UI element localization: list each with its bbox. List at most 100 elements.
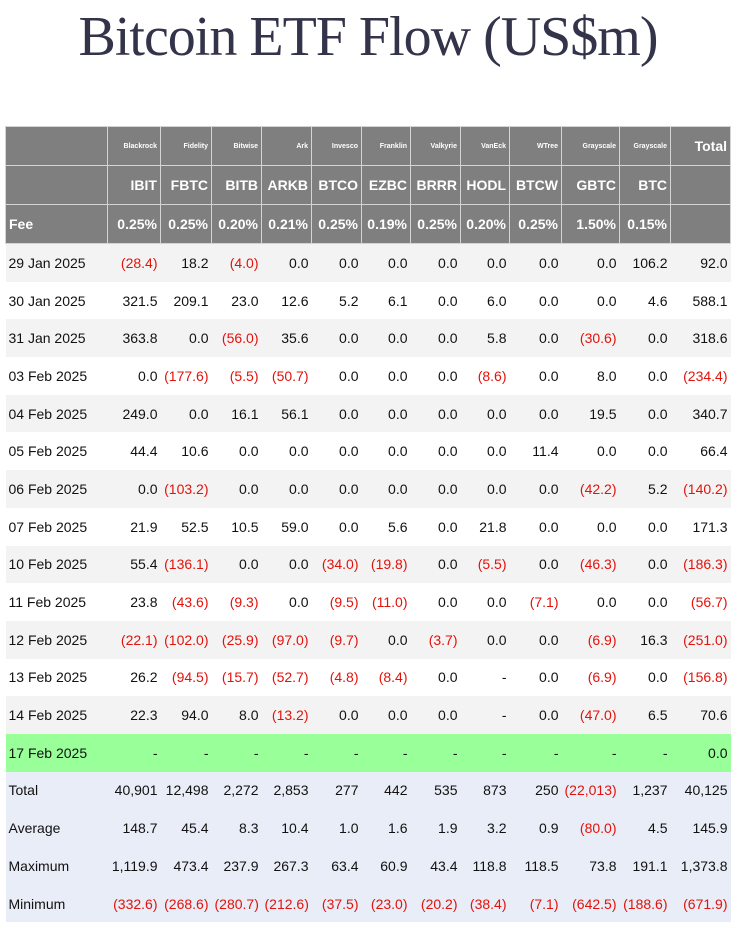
flow-cell: 0.0 <box>619 583 671 621</box>
provider-label: Blackrock <box>107 126 161 166</box>
flow-cell: (9.5) <box>311 583 362 621</box>
summary-cell: 60.9 <box>361 847 411 885</box>
flow-cell: 26.2 <box>107 658 161 697</box>
flow-cell: 16.1 <box>211 394 262 433</box>
flow-cell: 23.8 <box>107 583 161 621</box>
summary-cell: 1.9 <box>410 809 461 847</box>
flow-cell: (42.2) <box>561 470 620 508</box>
flow-cell: 0.0 <box>361 394 411 433</box>
flow-cell: 0.0 <box>410 696 461 734</box>
summary-cell: 43.4 <box>410 847 461 885</box>
flow-cell: 0.0 <box>410 357 461 395</box>
summary-label: Minimum <box>5 884 108 923</box>
table-row: 13 Feb 2025 26.2 (94.5) (15.7) (52.7) (4.8) (8… <box>5 658 731 697</box>
date-cell: 12 Feb 2025 <box>5 620 108 659</box>
provider-label: Valkyrie <box>410 126 461 166</box>
date-cell: 05 Feb 2025 <box>5 432 108 471</box>
summary-label: Maximum <box>5 847 108 885</box>
provider-label: VanEck <box>460 126 510 166</box>
provider-label: Invesco <box>311 126 362 166</box>
summary-cell: 45.4 <box>160 809 212 847</box>
flow-cell: 0.0 <box>460 243 510 282</box>
flow-cell: 8.0 <box>561 357 620 395</box>
table-row: 03 Feb 2025 0.0 (177.6) (5.5) (50.7) 0.0 0.0 0.… <box>5 357 731 395</box>
flow-cell: 56.1 <box>261 394 312 433</box>
summary-label: Average <box>5 809 108 847</box>
summary-row: Total 40,901 12,498 2,272 2,853 277 442 535 873 2… <box>5 771 731 810</box>
flow-cell: 0.0 <box>361 432 411 471</box>
flow-cell: (97.0) <box>261 620 312 659</box>
corner-cell <box>5 126 108 166</box>
summary-total-cell: 1,373.8 <box>670 847 731 885</box>
summary-cell: (7.1) <box>509 884 562 923</box>
flow-cell: - <box>561 733 620 772</box>
flow-cell: 0.0 <box>410 281 461 320</box>
provider-row: Blackrock Fidelity Bitwise Ark Invesco F… <box>5 126 731 166</box>
summary-cell: (280.7) <box>211 884 262 923</box>
fee-value: 0.25% <box>311 204 362 244</box>
flow-cell: (177.6) <box>160 357 212 395</box>
summary-cell: (22,013) <box>561 771 620 810</box>
table-row: 10 Feb 2025 55.4 (136.1) 0.0 0.0 (34.0) (19.8)… <box>5 545 731 584</box>
summary-row: Average 148.7 45.4 8.3 10.4 1.0 1.6 1.9 3.2 0.9 (8… <box>5 809 731 847</box>
summary-row: Minimum (332.6) (268.6) (280.7) (212.6) (37.5… <box>5 884 731 923</box>
flow-cell: 0.0 <box>509 696 562 734</box>
flow-cell: (28.4) <box>107 243 161 282</box>
flow-cell: 44.4 <box>107 432 161 471</box>
row-total-cell: 588.1 <box>670 281 731 320</box>
date-cell: 29 Jan 2025 <box>5 243 108 282</box>
flow-cell: 0.0 <box>509 357 562 395</box>
flow-cell: 0.0 <box>619 319 671 358</box>
flow-cell: 0.0 <box>311 357 362 395</box>
date-cell: 31 Jan 2025 <box>5 319 108 358</box>
flow-cell: 0.0 <box>361 620 411 659</box>
flow-cell: 21.9 <box>107 507 161 546</box>
summary-cell: 0.9 <box>509 809 562 847</box>
ticker-label: BTCW <box>509 165 562 205</box>
summary-cell: 873 <box>460 771 510 810</box>
flow-cell: - <box>460 733 510 772</box>
summary-cell: (80.0) <box>561 809 620 847</box>
summary-cell: (188.6) <box>619 884 671 923</box>
flow-cell: 0.0 <box>410 432 461 471</box>
flow-cell: (8.4) <box>361 658 411 697</box>
flow-cell: 209.1 <box>160 281 212 320</box>
flow-cell: 19.5 <box>561 394 620 433</box>
flow-cell: (25.9) <box>211 620 262 659</box>
flow-cell: - <box>311 733 362 772</box>
summary-label: Total <box>5 771 108 810</box>
flow-cell: (52.7) <box>261 658 312 697</box>
flow-cell: 0.0 <box>410 243 461 282</box>
fee-value: 1.50% <box>561 204 620 244</box>
flow-cell: 0.0 <box>561 281 620 320</box>
flow-cell: 94.0 <box>160 696 212 734</box>
flow-cell: (15.7) <box>211 658 262 697</box>
provider-label: Fidelity <box>160 126 212 166</box>
etf-flow-table: Blackrock Fidelity Bitwise Ark Invesco F… <box>5 126 731 923</box>
flow-cell: 0.0 <box>211 432 262 471</box>
flow-cell: 5.8 <box>460 319 510 358</box>
summary-cell: 535 <box>410 771 461 810</box>
flow-cell: 0.0 <box>509 281 562 320</box>
ticker-label: GBTC <box>561 165 620 205</box>
summary-cell: 12,498 <box>160 771 212 810</box>
ticker-label: FBTC <box>160 165 212 205</box>
flow-cell: 8.0 <box>211 696 262 734</box>
fee-value: 0.25% <box>509 204 562 244</box>
flow-cell: - <box>361 733 411 772</box>
date-cell: 10 Feb 2025 <box>5 545 108 584</box>
summary-cell: 237.9 <box>211 847 262 885</box>
date-cell: 14 Feb 2025 <box>5 696 108 734</box>
flow-cell: 23.0 <box>211 281 262 320</box>
date-cell: 13 Feb 2025 <box>5 658 108 697</box>
fee-value: 0.25% <box>410 204 461 244</box>
table-row: 12 Feb 2025 (22.1) (102.0) (25.9) (97.0) (9.7… <box>5 620 731 659</box>
flow-cell: 0.0 <box>261 432 312 471</box>
fee-value: 0.15% <box>619 204 671 244</box>
flow-cell: 0.0 <box>619 507 671 546</box>
summary-cell: (332.6) <box>107 884 161 923</box>
flow-cell: 0.0 <box>160 394 212 433</box>
provider-label: WTree <box>509 126 562 166</box>
summary-cell: 2,853 <box>261 771 312 810</box>
flow-cell: 0.0 <box>410 470 461 508</box>
